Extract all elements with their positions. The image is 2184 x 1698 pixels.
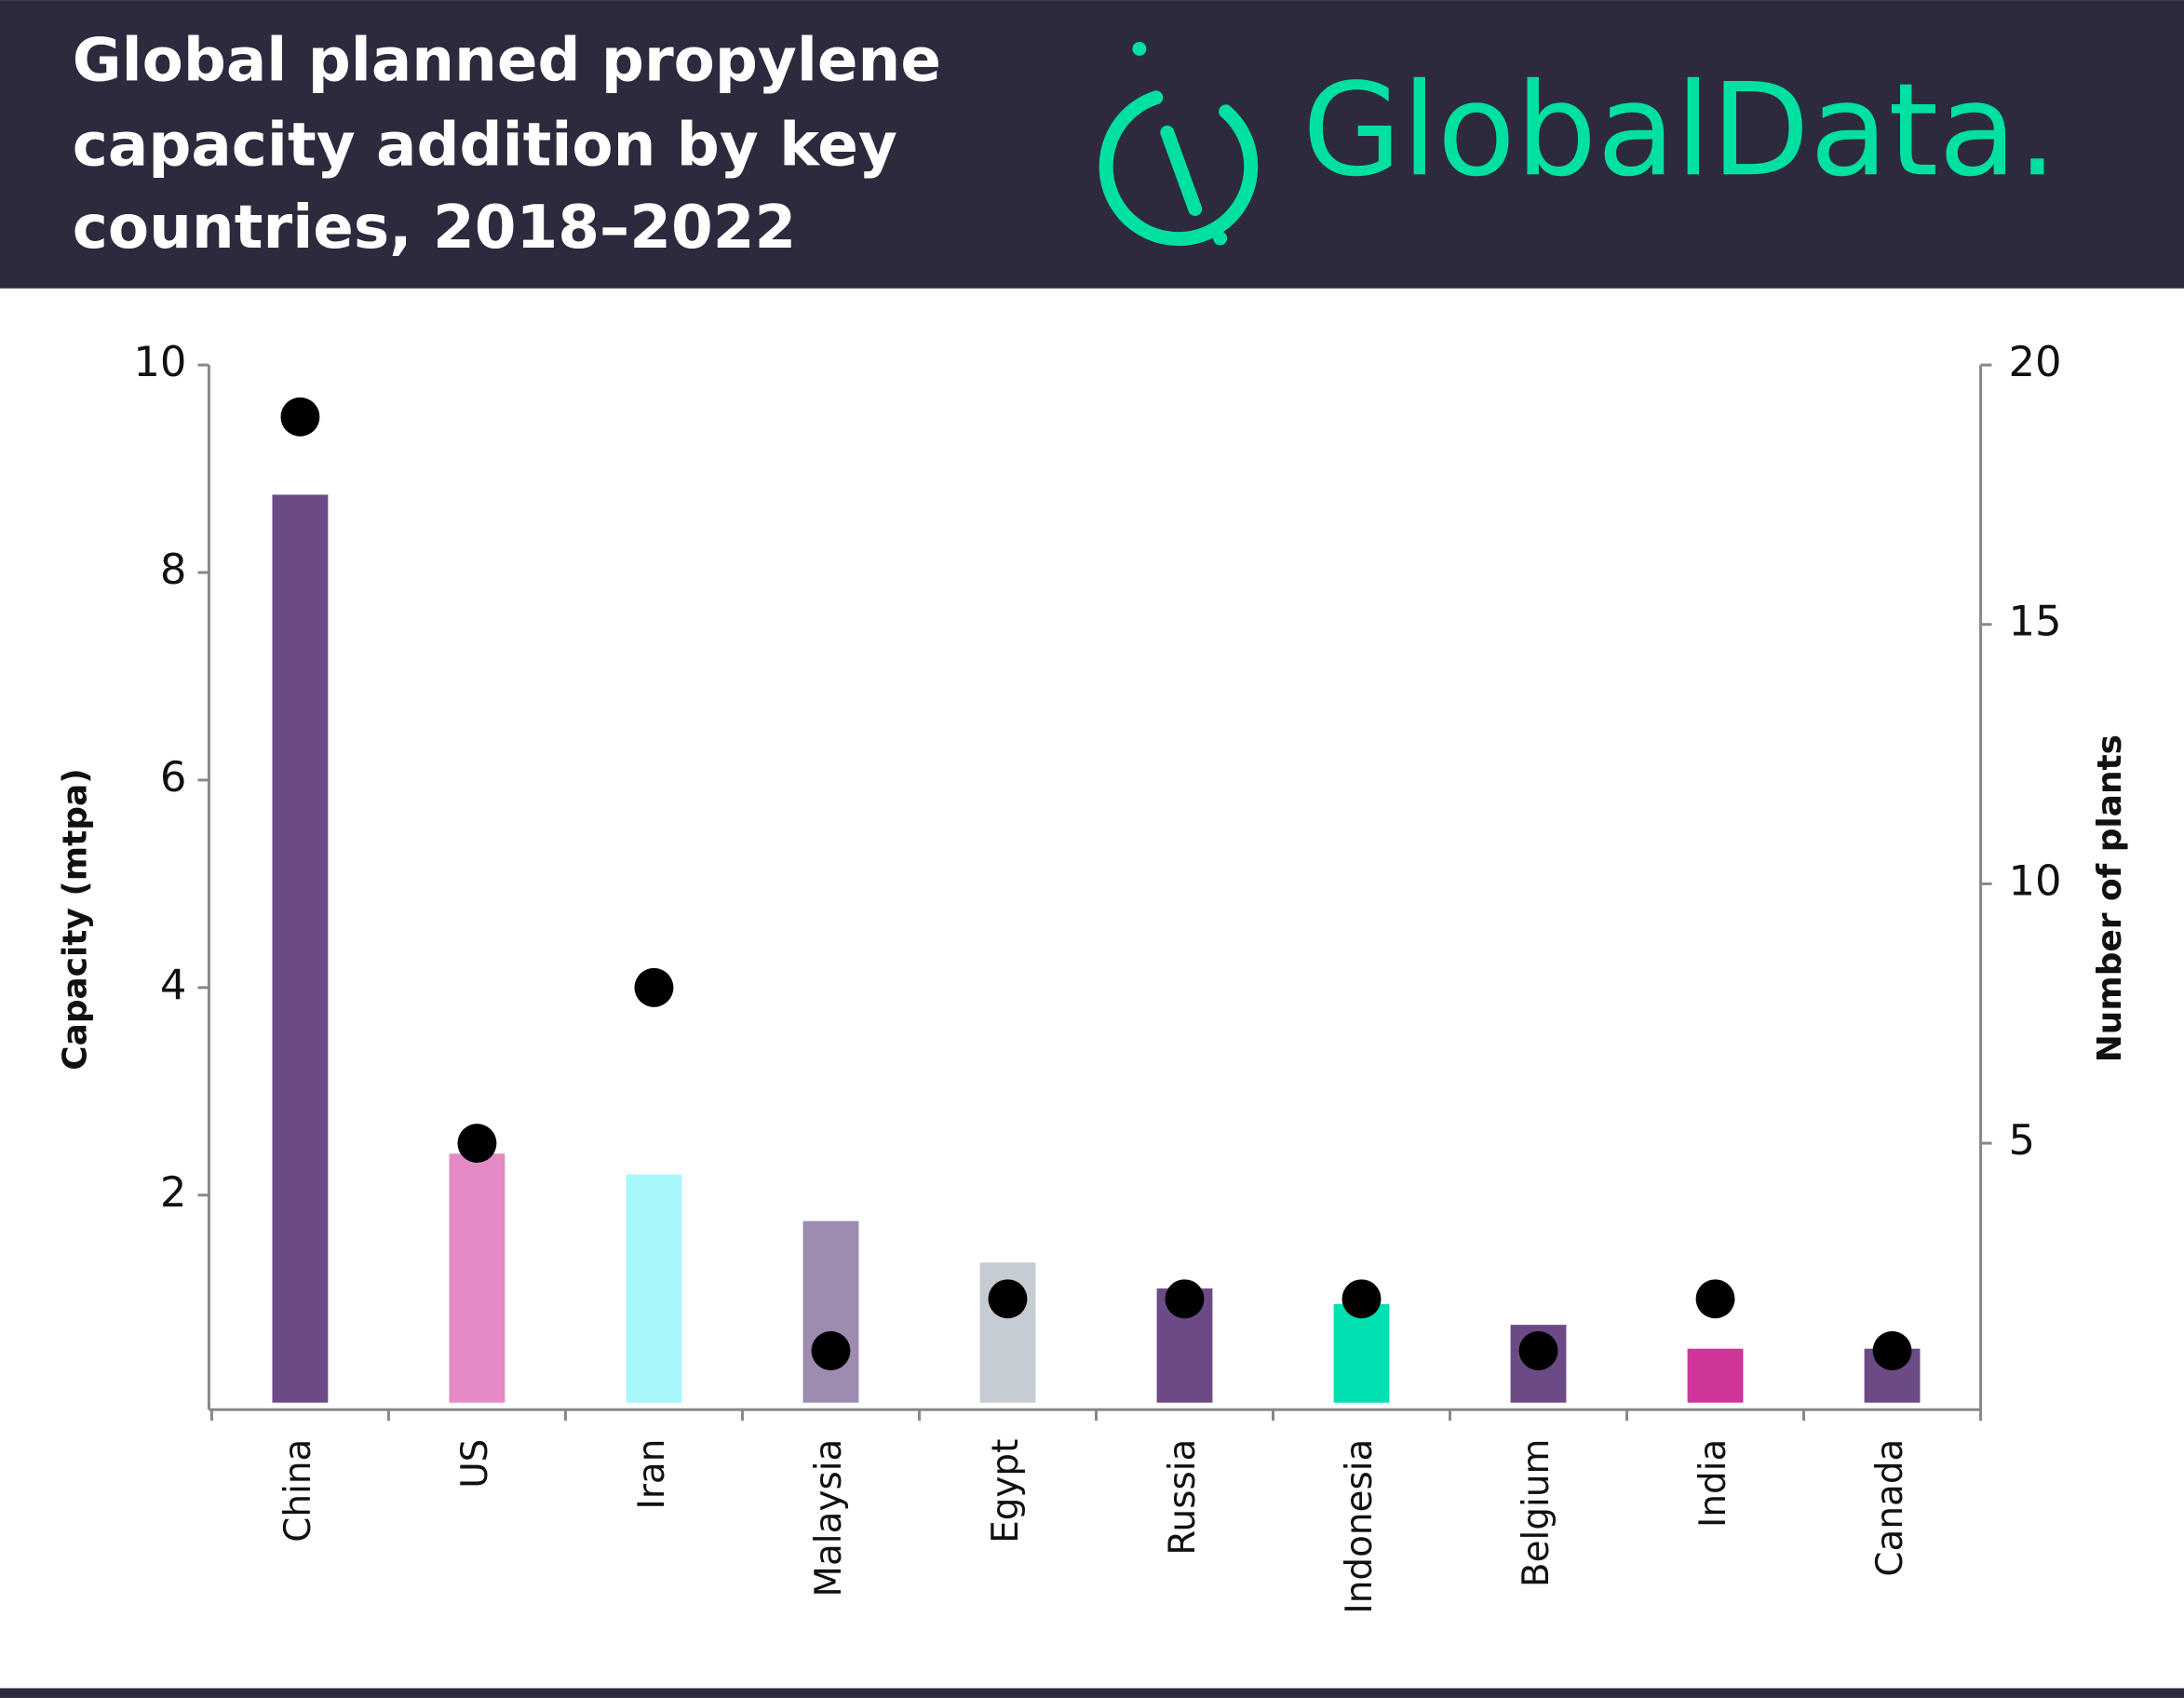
footer-bar [0,1688,2184,1698]
y-tick-label: 4 [160,960,187,1009]
bar [626,1174,682,1403]
x-tick-label: Russia [1162,1439,1204,1556]
logo [1099,41,1259,247]
y-tick-label: 2 [160,1167,187,1217]
chart-title: capacity addition by key [73,111,897,181]
point [1872,1331,1912,1370]
brand: GlobalData. [1302,56,2057,205]
point [634,967,674,1007]
y-tick-label: 6 [160,752,187,802]
x-tick-label: Malaysia [808,1439,850,1597]
point [988,1279,1028,1319]
y-tick-label: 10 [133,337,186,386]
point [1518,1331,1558,1370]
point [1341,1279,1382,1319]
point [280,397,320,437]
point [457,1124,497,1164]
y2-axis-label: Number of plants [2091,734,2129,1062]
x-tick-label: US [454,1439,496,1489]
point [1165,1279,1205,1319]
y2-tick-label: 10 [2008,856,2061,905]
y2-tick-label: 5 [2008,1115,2035,1165]
bar [272,494,329,1403]
x-tick-label: Canada [1869,1439,1911,1577]
x-tick-label: India [1692,1439,1734,1528]
chart-title: Global planned propylene [73,25,941,95]
bar [449,1153,506,1403]
y-axis-label: Capacity (mtpa) [56,768,94,1070]
y-tick-label: 8 [160,545,187,594]
y2-tick-label: 15 [2008,597,2061,646]
x-tick-label: Belgium [1516,1439,1557,1587]
bar [1687,1348,1744,1403]
x-tick-label: Iran [631,1439,673,1510]
point [1695,1279,1735,1319]
point [811,1331,851,1370]
header [0,0,2184,289]
bar [802,1220,859,1403]
y2-tick-label: 20 [2008,337,2061,386]
bar [1333,1303,1390,1403]
x-tick-label: Indonesia [1339,1439,1381,1614]
x-tick-label: Egypt [985,1439,1027,1543]
x-tick-label: China [277,1439,319,1543]
chart-title: countries, 2018–2022 [73,193,796,263]
